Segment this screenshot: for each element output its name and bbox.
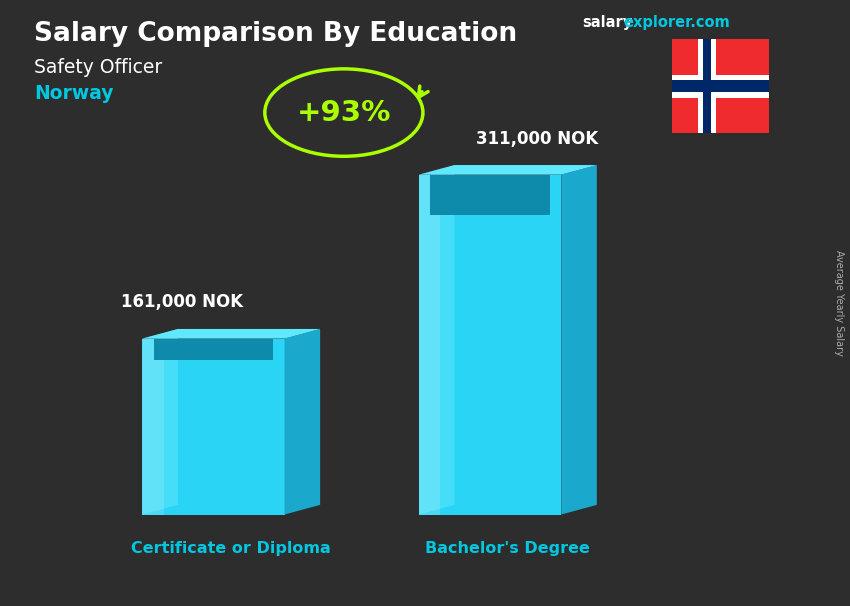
Bar [698,39,716,133]
Polygon shape [419,165,455,514]
Text: Bachelor's Degree: Bachelor's Degree [426,541,591,556]
Text: explorer.com: explorer.com [623,15,730,30]
Polygon shape [285,329,320,514]
Polygon shape [430,175,550,215]
Polygon shape [419,165,597,175]
Polygon shape [142,339,164,514]
Text: Certificate or Diploma: Certificate or Diploma [132,541,332,556]
Text: Safety Officer: Safety Officer [34,58,162,76]
Polygon shape [419,175,561,514]
Text: Average Yearly Salary: Average Yearly Salary [834,250,844,356]
Text: 311,000 NOK: 311,000 NOK [476,130,598,147]
Text: Salary Comparison By Education: Salary Comparison By Education [34,21,517,47]
Polygon shape [142,339,285,514]
Text: 161,000 NOK: 161,000 NOK [121,293,243,311]
Text: +93%: +93% [297,99,391,127]
Bar [703,39,711,133]
Polygon shape [419,175,440,514]
Polygon shape [561,165,597,514]
Polygon shape [142,329,320,339]
Text: Norway: Norway [34,84,114,102]
Polygon shape [142,329,178,514]
Polygon shape [154,339,273,360]
Text: salary: salary [582,15,632,30]
Bar [672,81,769,92]
Bar [672,75,769,98]
